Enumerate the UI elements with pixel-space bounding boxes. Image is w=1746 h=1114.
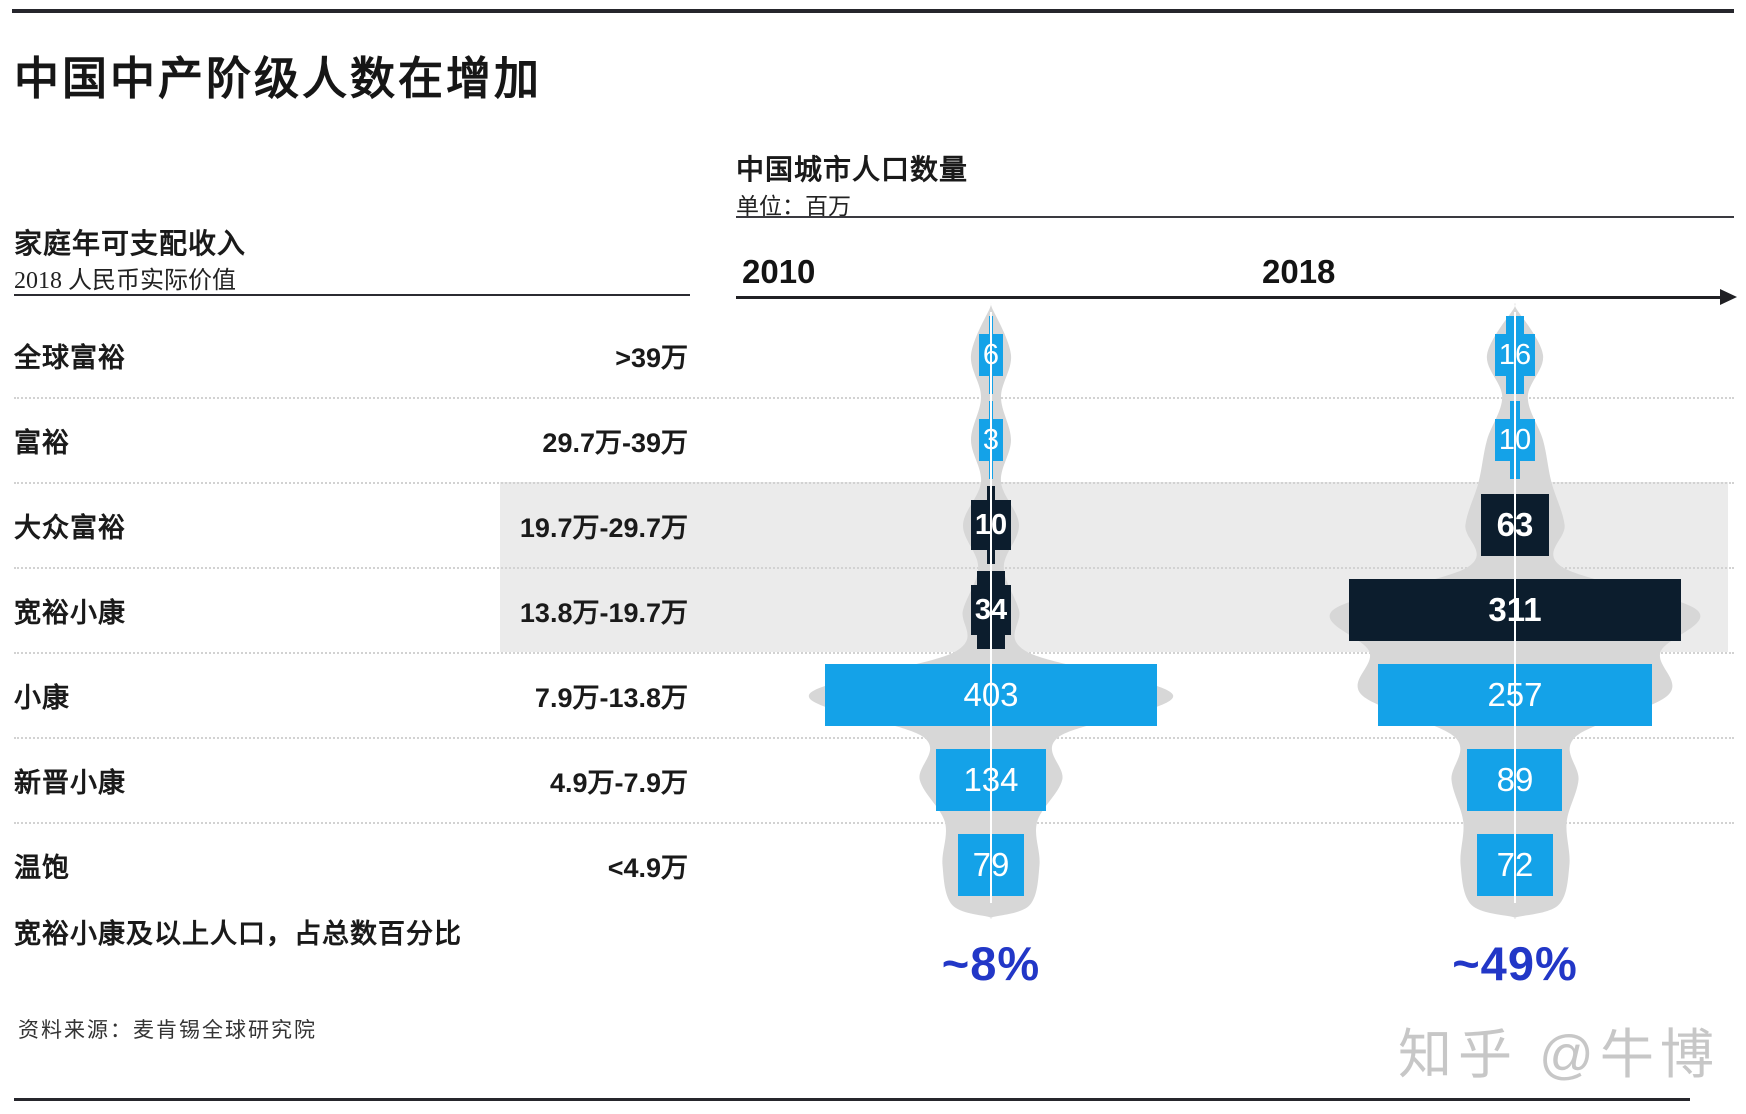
income-tier-label: 温饱 — [14, 852, 70, 883]
bar-value: 311 — [1488, 591, 1542, 628]
income-column-header: 家庭年可支配收入 — [14, 229, 247, 260]
bar-value: 403 — [963, 676, 1019, 713]
funnel-badge: 16 — [1495, 334, 1535, 376]
funnel-badge: 6 — [979, 334, 1003, 376]
income-range-value: <4.9万 — [607, 852, 688, 883]
watermark: 知乎 @牛博 — [1398, 1025, 1720, 1085]
chart-unit-label: 单位：百万 — [736, 194, 851, 219]
top-rule — [12, 9, 1734, 13]
bottom-rule — [14, 1098, 1690, 1101]
bar-value: 16 — [1498, 338, 1532, 371]
income-tier-label: 小康 — [14, 682, 70, 713]
income-range-value: 19.7万-29.7万 — [519, 512, 688, 543]
bar-value: 134 — [963, 761, 1019, 798]
income-tier-label: 宽裕小康 — [14, 597, 126, 628]
source-note: 资料来源：麦肯锡全球研究院 — [18, 1018, 317, 1042]
bar-value: 72 — [1496, 846, 1534, 883]
bar-value: 34 — [974, 593, 1008, 626]
bar-value: 63 — [1496, 506, 1534, 543]
year-label-2010: 2010 — [742, 253, 816, 290]
row-separator — [14, 822, 1734, 824]
bar-value: 257 — [1487, 676, 1543, 713]
income-range-value: 4.9万-7.9万 — [549, 767, 688, 798]
chart-title: 中国城市人口数量 — [736, 155, 969, 186]
income-range-value: 29.7万-39万 — [542, 427, 688, 458]
bar-value: 79 — [972, 846, 1010, 883]
page-title: 中国中产阶级人数在增加 — [14, 54, 543, 104]
bar-value: 6 — [982, 338, 1000, 371]
funnel-bar: 134 — [935, 749, 1047, 811]
funnel-bar: 79 — [958, 834, 1024, 896]
timeline-arrow-line — [736, 296, 1722, 299]
funnel-bar: 89 — [1467, 749, 1563, 811]
income-tier-label: 富裕 — [14, 427, 70, 458]
arrow-right-icon — [1720, 289, 1737, 305]
funnel-badge: 3 — [979, 419, 1003, 461]
share-row-label: 宽裕小康及以上人口，占总数百分比 — [14, 919, 462, 949]
chart-header-rule — [736, 216, 1734, 218]
funnel-bar: 72 — [1476, 834, 1554, 896]
row-separator — [14, 482, 1734, 484]
income-range-value: 7.9万-13.8万 — [534, 682, 688, 713]
row-separator — [14, 652, 1734, 654]
center-axis-line — [990, 312, 992, 903]
bar-value: 3 — [982, 423, 1000, 456]
income-column-subheader: 2018 人民币实际价值 — [14, 268, 236, 294]
income-header-rule — [14, 294, 690, 296]
year-label-2018: 2018 — [1262, 253, 1336, 290]
bar-value: 10 — [974, 508, 1008, 541]
funnel-badge: 34 — [971, 585, 1011, 635]
row-separator — [14, 737, 1734, 739]
center-axis-line — [1514, 312, 1516, 903]
funnel-bar: 257 — [1377, 664, 1653, 726]
row-separator — [14, 567, 1734, 569]
income-tier-label: 全球富裕 — [14, 342, 126, 373]
income-range-value: 13.8万-19.7万 — [519, 597, 688, 628]
row-separator — [14, 397, 1734, 399]
income-tier-label: 新晋小康 — [14, 767, 126, 798]
bar-value: 10 — [1498, 423, 1532, 456]
funnel-bar: 311 — [1349, 579, 1681, 641]
share-label-2018: ~49% — [1452, 937, 1578, 990]
income-range-value: >39万 — [615, 342, 688, 373]
bar-value: 89 — [1496, 761, 1534, 798]
funnel-badge: 10 — [1495, 419, 1535, 461]
share-label-2010: ~8% — [941, 937, 1041, 990]
income-tier-label: 大众富裕 — [14, 512, 126, 543]
funnel-badge: 10 — [971, 500, 1011, 550]
funnel-bar: 63 — [1481, 494, 1549, 556]
funnel-bar: 403 — [825, 664, 1157, 726]
